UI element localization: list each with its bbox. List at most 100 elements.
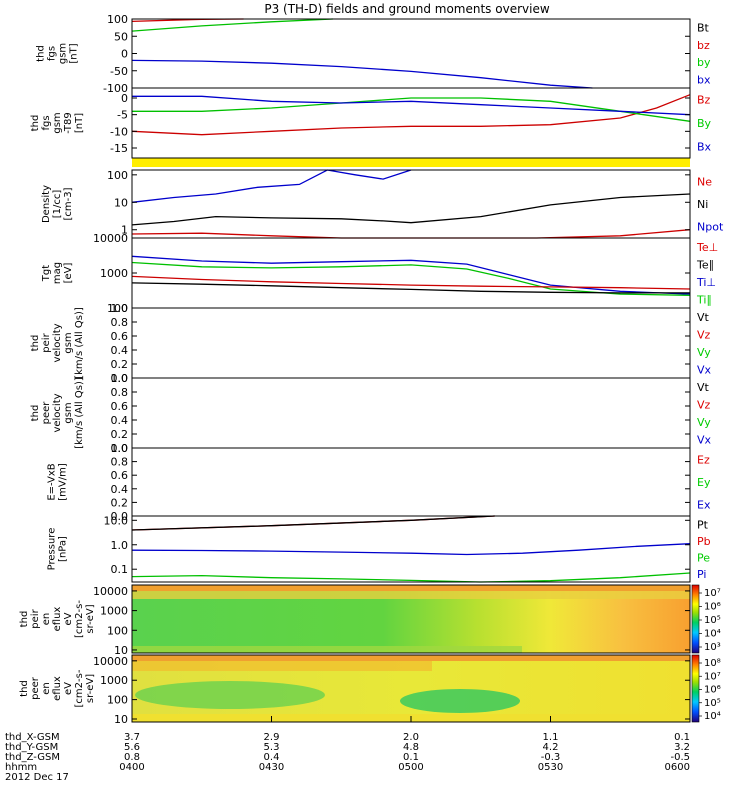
legend-entry-Pt: Pt xyxy=(697,518,709,531)
y-axis-label: -T89 xyxy=(63,112,74,134)
orbit-row-value: 0.4 xyxy=(264,752,280,763)
x-axis-group: thd_X-GSM 3.7 2.9 2.0 1.1 0.1 thd_Y-GSM 5.6 5.3 4… xyxy=(5,716,691,783)
orbit-row-value: 0.1 xyxy=(674,732,690,743)
orbit-row-value: 5.6 xyxy=(124,742,140,753)
legend-entry-bz: bz xyxy=(697,39,710,52)
heatmap-patch xyxy=(135,681,325,709)
y-axis-label: [1/cc] xyxy=(52,190,63,219)
y-axis-label: peir xyxy=(41,332,52,352)
y-tick-label: 50 xyxy=(114,30,128,43)
y-axis-label: peir xyxy=(30,608,41,628)
orbit-row-value: 3.7 xyxy=(124,732,140,743)
fgs-quality-bar xyxy=(132,158,690,167)
panel-frame xyxy=(131,515,691,583)
y-axis-label: sr-eV] xyxy=(85,674,96,703)
y-axis-label: [nPa] xyxy=(58,536,69,562)
legend-entry-Npot: Npot xyxy=(697,221,724,234)
y-tick-label: 0.8 xyxy=(111,316,129,329)
series-density-Ni xyxy=(131,193,691,226)
y-axis-label: thd xyxy=(36,45,47,62)
y-axis-label: [nT] xyxy=(74,113,85,133)
y-axis-label: mag xyxy=(52,262,63,284)
orbit-row-value: 2.0 xyxy=(403,732,419,743)
colorbar-tick-label: 10⁴ xyxy=(704,711,721,722)
y-axis-label: velocity xyxy=(52,323,63,362)
heatmap-band xyxy=(132,661,432,671)
panel-frame xyxy=(131,447,691,517)
y-tick-label: 1 xyxy=(121,224,128,237)
series-temperature-Ti⊥ xyxy=(131,255,691,295)
y-axis-label: Tgt xyxy=(41,265,52,282)
y-tick-label: 1.0 xyxy=(111,302,129,315)
orbit-row-value: 3.2 xyxy=(674,742,690,753)
orbit-row-value: 2.9 xyxy=(264,732,280,743)
y-axis-label: Pressure xyxy=(47,528,58,571)
y-axis-label: thd xyxy=(30,335,41,352)
y-tick-label: -10 xyxy=(110,125,128,138)
y-tick-label: 1.0 xyxy=(111,539,129,552)
legend-entry-Ni: Ni xyxy=(697,198,708,211)
y-tick-label: 1000 xyxy=(100,267,128,280)
panel-frame xyxy=(131,377,691,449)
panel-peer_spec: 10⁸ 10⁷ 10⁶ 10⁵ 10⁴ 10000 1000 100 10 thd peer en ef… xyxy=(19,654,721,726)
y-axis-label: fgs xyxy=(47,46,58,61)
y-axis-label: en xyxy=(41,613,52,626)
y-tick-label: 10 xyxy=(114,196,128,209)
series-temperature-Ti∥ xyxy=(131,261,691,296)
legend-entry-Ex: Ex xyxy=(697,499,711,512)
heatmap-band xyxy=(132,646,522,653)
legend-entry-Bt: Bt xyxy=(697,22,710,35)
orbit-row-value: 0430 xyxy=(259,762,284,773)
y-axis-label: peer xyxy=(41,401,52,425)
colorbar-peir_spec xyxy=(691,584,700,654)
colorbar-tick-label: 10⁶ xyxy=(704,602,721,613)
y-axis-label: Density xyxy=(41,185,52,223)
y-axis-label: [eV] xyxy=(63,263,74,284)
orbit-row-label: hhmm xyxy=(5,762,37,773)
y-tick-label: 1000 xyxy=(100,674,128,687)
colorbar-tick-label: 10⁵ xyxy=(704,615,721,626)
y-tick-label: 10 xyxy=(114,713,128,726)
legend-entry-bx: bx xyxy=(697,73,711,86)
y-axis-label: [km/s (All Qs)] xyxy=(74,377,85,449)
panel-pressure: 10.0 1.0 0.1 Pressure [nPa] Pt Pb Pe Pi xyxy=(47,514,711,583)
y-tick-label: 0.2 xyxy=(111,496,129,509)
y-tick-label: 0.0 xyxy=(111,510,129,523)
y-axis-label: [cm-3] xyxy=(63,187,74,220)
legend-entry-by: by xyxy=(697,56,711,69)
colorbar-tick-label: 10⁵ xyxy=(704,698,721,709)
y-tick-label: -100 xyxy=(103,82,128,95)
y-tick-label: 10000 xyxy=(93,585,128,598)
y-tick-label: 0.4 xyxy=(111,483,129,496)
y-tick-label: 0.6 xyxy=(111,330,129,343)
orbit-row-value: 5.3 xyxy=(264,742,280,753)
orbit-row-value: -0.5 xyxy=(670,752,690,763)
y-tick-label: 1000 xyxy=(100,605,128,618)
heatmap-patch xyxy=(400,689,520,713)
panel-frame xyxy=(131,237,691,309)
orbit-row-label: thd_Z-GSM xyxy=(5,752,60,763)
colorbar-peer_spec xyxy=(691,654,700,723)
legend-entry-Bx: Bx xyxy=(697,140,712,153)
y-tick-label: -50 xyxy=(110,65,128,78)
panel-frame xyxy=(131,584,691,654)
panel-peir_spec: 10⁷ 10⁶ 10⁵ 10⁴ 10³ 10000 1000 100 10 thd peir en ef… xyxy=(19,584,721,657)
legend-entry-Pe: Pe xyxy=(697,551,710,564)
legend-entry-Ez: Ez xyxy=(697,453,710,466)
series-fgs_dsl-By xyxy=(132,97,691,122)
y-axis-label: sr-eV] xyxy=(85,604,96,633)
legend-entry-Ey: Ey xyxy=(697,476,711,489)
y-tick-label: 10000 xyxy=(93,232,128,245)
y-tick-label: 100 xyxy=(107,624,128,637)
orbit-row-value: 0600 xyxy=(665,762,690,773)
panel-frame xyxy=(131,87,691,159)
legend-entry-Ti∥: Ti∥ xyxy=(696,293,712,306)
legend-entry-Te∥: Te∥ xyxy=(696,258,714,271)
y-axis-label: velocity xyxy=(52,393,63,432)
orbit-row-label: thd_X-GSM xyxy=(5,732,60,743)
heatmap-band xyxy=(132,591,690,599)
y-axis-label: [mV/m] xyxy=(58,463,69,501)
